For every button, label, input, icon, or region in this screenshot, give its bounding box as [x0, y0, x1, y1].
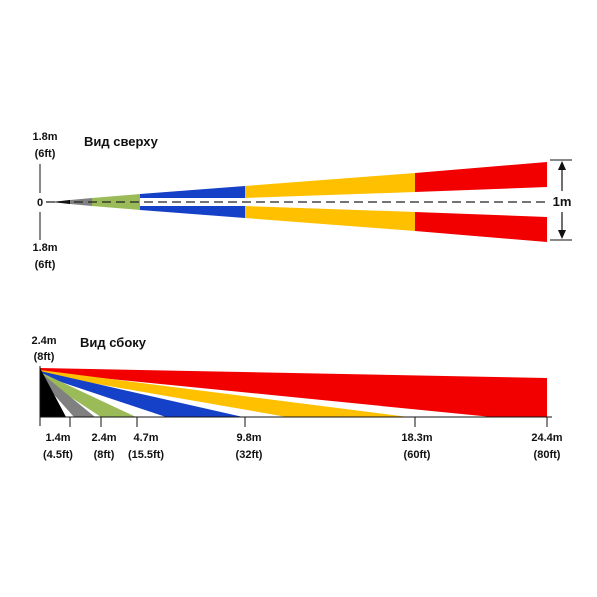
top-upper-gray-segment — [70, 198, 92, 202]
side-red-beam — [40, 368, 547, 417]
top-origin-label: 0 — [37, 197, 43, 209]
tick-label-ft: (8ft) — [94, 449, 115, 461]
arrow-up-icon — [558, 161, 566, 170]
tick-label-ft: (60ft) — [404, 449, 431, 461]
tick-label-ft: (15.5ft) — [128, 449, 164, 461]
top-view: Вид сверху 1.8m (6ft) 0 1.8m (6ft) 1m — [32, 131, 572, 271]
tick-label-m: 1.4m — [45, 432, 70, 444]
top-lower-blue-segment — [140, 206, 245, 218]
side-height-label-m: 2.4m — [31, 335, 56, 347]
top-lower-label-ft: (6ft) — [35, 259, 56, 271]
tick-label-m: 9.8m — [236, 432, 261, 444]
top-lower-gray-segment — [70, 202, 92, 206]
side-gray-beam — [40, 372, 95, 417]
top-upper-label-ft: (6ft) — [35, 148, 56, 160]
top-upper-blue-segment — [140, 186, 245, 198]
side-view-title: Вид сбоку — [80, 335, 147, 350]
side-blue-beam — [40, 371, 243, 417]
top-upper-yellow-segment — [245, 173, 415, 198]
side-height-label-ft: (8ft) — [34, 351, 55, 363]
tick-label-ft: (4.5ft) — [43, 449, 73, 461]
top-upper-green-segment — [92, 194, 140, 202]
top-view-title: Вид сверху — [84, 134, 159, 149]
top-upper-red-segment — [415, 162, 547, 192]
width-label: 1m — [553, 194, 572, 209]
top-lower-yellow-segment — [245, 206, 415, 231]
tick-label-m: 24.4m — [531, 432, 562, 444]
top-lower-red-segment — [415, 212, 547, 242]
arrow-down-icon — [558, 230, 566, 239]
top-upper-label-m: 1.8m — [32, 131, 57, 143]
side-green-beam — [40, 372, 136, 417]
side-black-beam — [40, 368, 66, 417]
tick-label-ft: (80ft) — [534, 449, 561, 461]
tick-label-m: 2.4m — [91, 432, 116, 444]
top-lower-label-m: 1.8m — [32, 242, 57, 254]
side-view: Вид сбоку 2.4m (8ft) 1.4m (4.5ft) 2.4m (… — [31, 335, 562, 461]
tick-label-ft: (32ft) — [236, 449, 263, 461]
tick-label-m: 4.7m — [133, 432, 158, 444]
side-yellow-beam — [40, 370, 408, 417]
tick-label-m: 18.3m — [401, 432, 432, 444]
top-lower-green-segment — [92, 202, 140, 210]
